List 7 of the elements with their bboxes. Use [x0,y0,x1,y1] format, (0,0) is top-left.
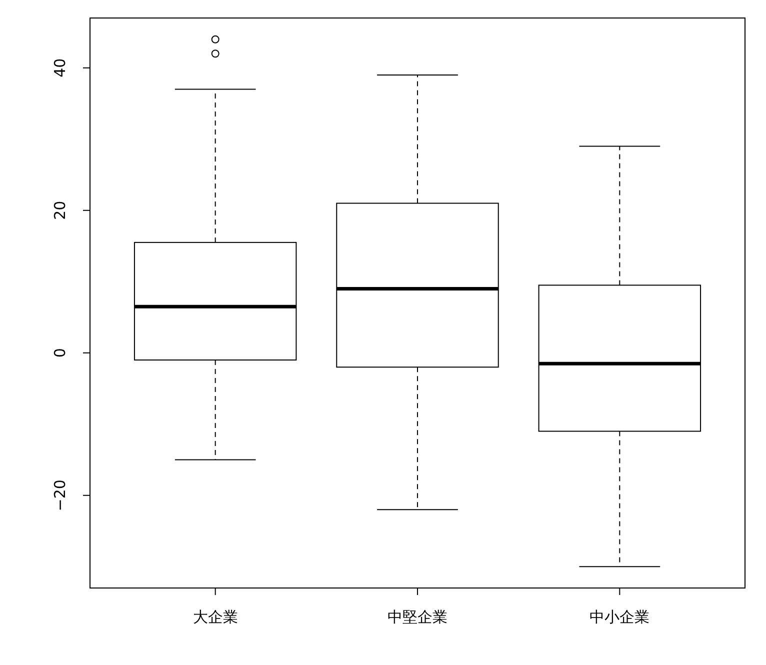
x-tick-label: 大企業 [192,608,238,626]
y-tick-label: 0 [51,348,69,358]
y-tick-label: 20 [51,200,69,220]
y-tick-label: 40 [51,58,69,78]
x-tick-label: 中堅企業 [388,608,448,626]
y-tick-label: −20 [51,480,69,512]
x-tick-label: 中小企業 [590,608,650,626]
